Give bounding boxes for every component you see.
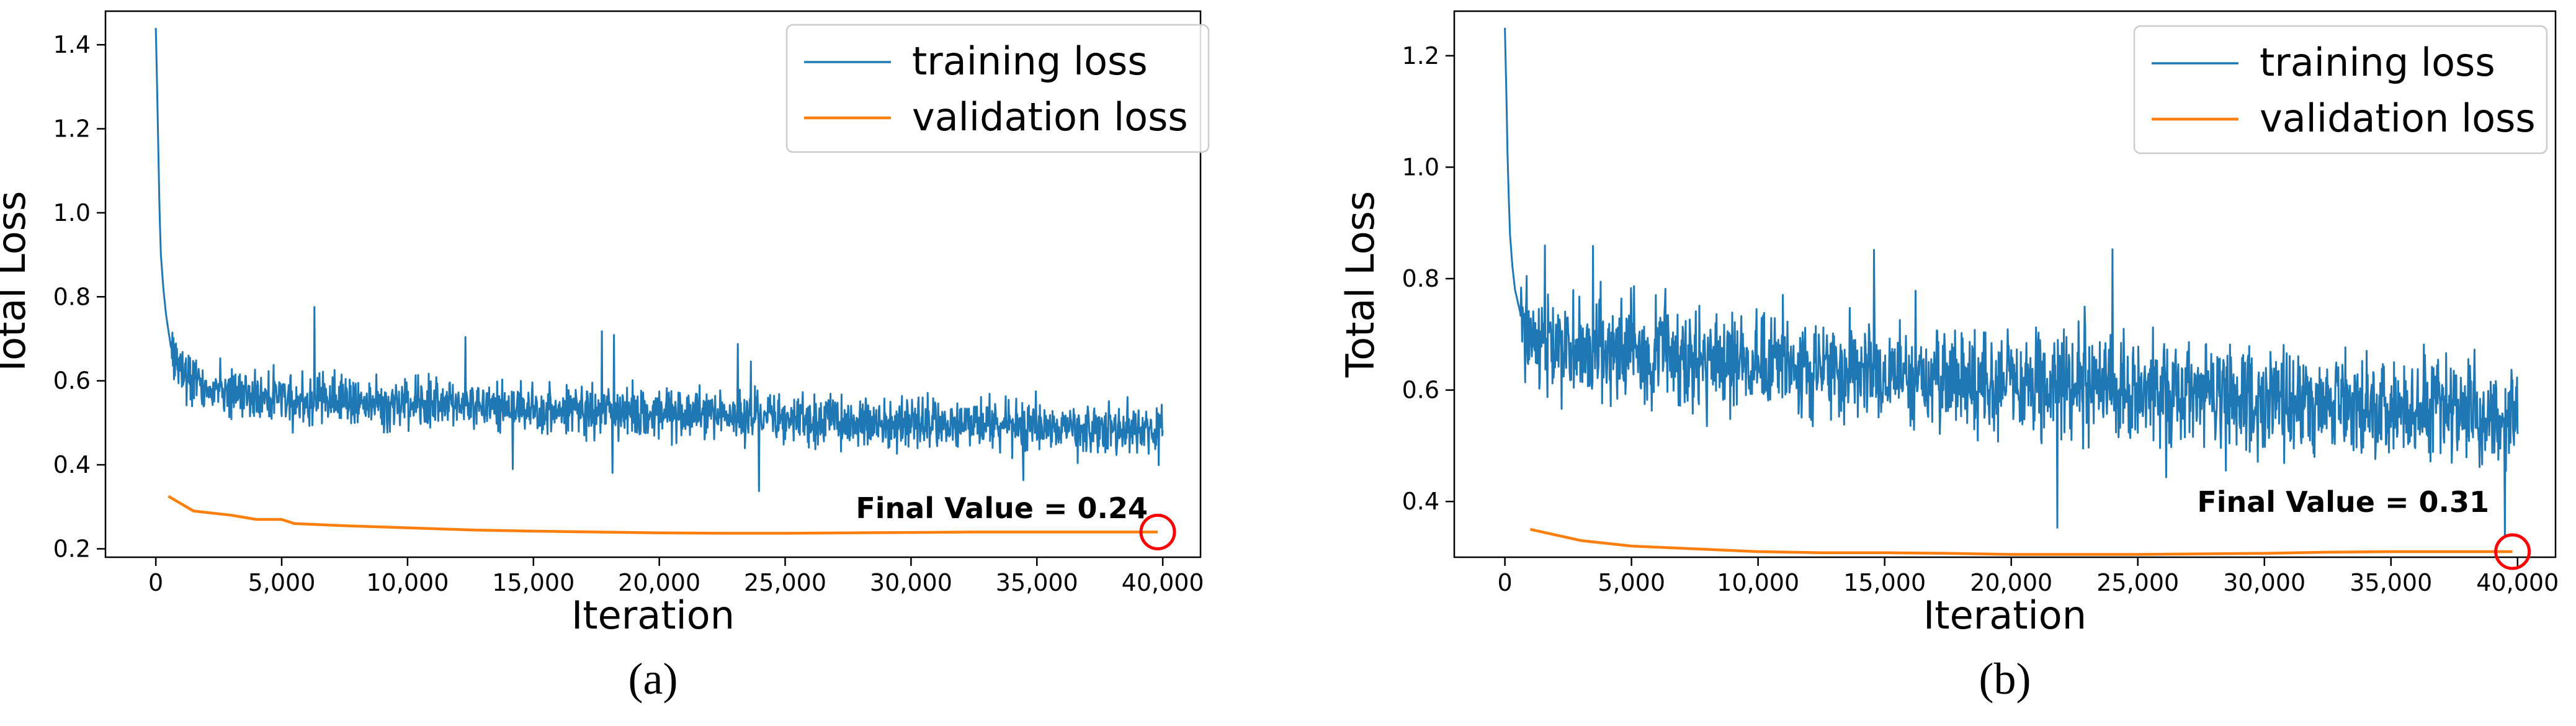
x-tick-label-b: 5,000 [1598, 569, 1665, 596]
x-tick-label-a: 10,000 [366, 569, 449, 596]
y-tick-label-a: 0.8 [53, 283, 91, 310]
y-tick-label-a: 1.0 [53, 199, 91, 226]
y-tick-label-b: 1.0 [1402, 153, 1439, 181]
x-tick-label-a: 0 [148, 569, 163, 596]
x-tick-label-a: 20,000 [618, 569, 700, 596]
panel-caption-b: (b) [1979, 654, 2031, 704]
y-tick-label-a: 1.4 [53, 31, 91, 58]
x-tick-label-b: 30,000 [2223, 569, 2305, 596]
final-value-annotation-b: Final Value = 0.31 [2197, 485, 2489, 519]
training-loss-line-b [1504, 27, 2519, 538]
x-tick-label-a: 30,000 [870, 569, 952, 596]
validation-loss-line-b [1529, 527, 2513, 556]
panel-b: 0 5,000 10,000 15,000 20,000 25,000 30,000 35,0… [1338, 10, 2559, 704]
x-axis-label-b: Iteration [1923, 593, 2086, 638]
final-value-marker-b [2494, 533, 2531, 570]
validation-loss-line-a [168, 495, 1158, 535]
legend-a: training loss validation loss [785, 24, 1210, 153]
y-tick-label-a: 1.2 [53, 115, 91, 143]
x-tick-label-b: 35,000 [2350, 569, 2432, 596]
y-axis-label-b: Total Loss [1338, 191, 1383, 379]
x-tick-label-a: 5,000 [248, 569, 316, 596]
legend-box-a [785, 24, 1210, 153]
legend-label-training-loss-a: training loss [912, 38, 1148, 84]
x-tick-label-a: 15,000 [492, 569, 575, 596]
plot-area-b [1504, 27, 2519, 556]
x-tick-label-a: 25,000 [744, 569, 826, 596]
final-value-annotation-a: Final Value = 0.24 [856, 491, 1148, 525]
x-tick-label-b: 10,000 [1717, 569, 1799, 596]
y-tick-label-b: 0.8 [1402, 265, 1439, 292]
y-tick-label-b: 0.6 [1402, 377, 1439, 404]
legend-label-validation-loss-b: validation loss [2260, 96, 2536, 141]
legend-b: training loss validation loss [2133, 25, 2548, 155]
x-axis-label-a: Iteration [571, 593, 735, 638]
plot-area-a [154, 28, 1164, 535]
x-tick-label-b: 20,000 [1970, 569, 2052, 596]
panel-caption-a: (a) [628, 654, 678, 704]
axes-frame-b [1453, 10, 2557, 558]
y-tick-label-b: 0.4 [1402, 488, 1439, 515]
training-loss-line-a [154, 28, 1164, 492]
final-value-marker-a [1139, 513, 1176, 550]
y-tick-label-b: 1.2 [1402, 42, 1439, 69]
x-tick-label-b: 25,000 [2096, 569, 2179, 596]
legend-label-training-loss-b: training loss [2260, 40, 2495, 85]
x-tick-label-b: 0 [1498, 569, 1513, 596]
x-tick-label-a: 35,000 [996, 569, 1078, 596]
x-tick-label-b: 15,000 [1843, 569, 1926, 596]
y-tick-label-a: 0.2 [53, 535, 91, 562]
axes-frame-a [104, 10, 1202, 558]
y-tick-label-a: 0.4 [53, 451, 91, 478]
x-tick-label-b: 40,000 [2476, 569, 2559, 596]
y-tick-label-a: 0.6 [53, 367, 91, 395]
panel-a: 0 5,000 10,000 15,000 20,000 25,000 30,000 35,0… [0, 10, 1210, 704]
y-axis-label-a: Total Loss [0, 191, 34, 379]
legend-label-validation-loss-a: validation loss [912, 94, 1188, 140]
x-tick-label-a: 40,000 [1122, 569, 1204, 596]
legend-box-b [2133, 25, 2548, 155]
